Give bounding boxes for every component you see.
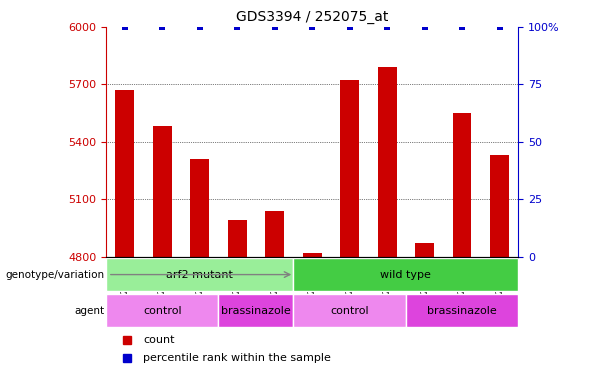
Text: agent: agent <box>74 306 104 316</box>
FancyBboxPatch shape <box>106 295 219 327</box>
Bar <box>490 155 509 257</box>
Text: count: count <box>143 334 174 344</box>
Bar <box>115 90 134 257</box>
Text: percentile rank within the sample: percentile rank within the sample <box>143 353 331 362</box>
Text: brassinazole: brassinazole <box>427 306 497 316</box>
Text: brassinazole: brassinazole <box>221 306 291 316</box>
Bar <box>453 113 471 257</box>
Bar <box>190 159 209 257</box>
Text: control: control <box>330 306 369 316</box>
Text: arf2 mutant: arf2 mutant <box>166 270 233 280</box>
FancyBboxPatch shape <box>293 295 406 327</box>
Bar <box>340 81 359 257</box>
FancyBboxPatch shape <box>106 258 293 291</box>
Text: genotype/variation: genotype/variation <box>5 270 104 280</box>
Bar <box>378 67 396 257</box>
FancyBboxPatch shape <box>406 295 518 327</box>
FancyBboxPatch shape <box>293 258 518 291</box>
Bar <box>303 253 322 257</box>
Bar <box>415 243 434 257</box>
Bar <box>265 210 284 257</box>
Bar <box>228 220 247 257</box>
Bar <box>153 126 171 257</box>
Title: GDS3394 / 252075_at: GDS3394 / 252075_at <box>236 10 388 25</box>
Text: control: control <box>143 306 181 316</box>
Text: wild type: wild type <box>380 270 431 280</box>
FancyBboxPatch shape <box>219 295 293 327</box>
